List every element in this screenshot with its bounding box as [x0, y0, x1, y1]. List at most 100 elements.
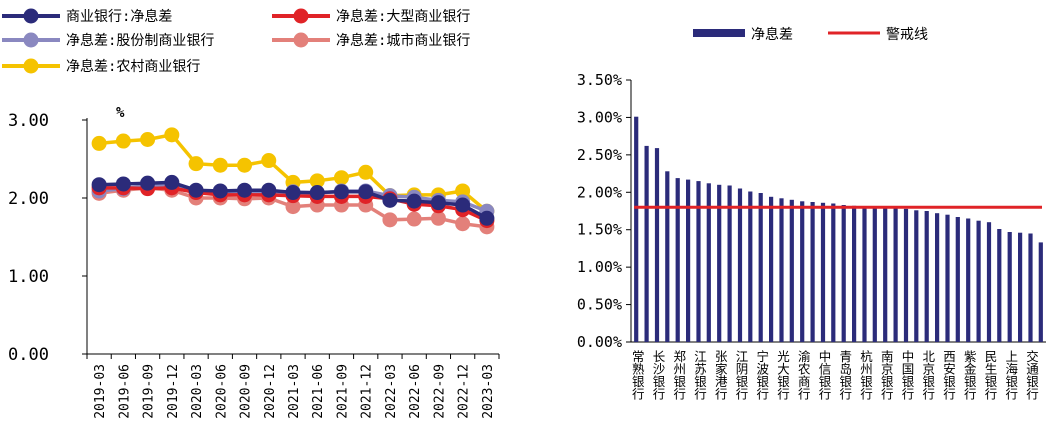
right-bar — [893, 208, 898, 342]
left-x-tick-label: 2021-03 — [287, 364, 302, 419]
right-bar — [986, 222, 992, 342]
left-series-point — [479, 210, 495, 226]
right-bar — [717, 184, 722, 342]
left-y-tick-label: 0.00 — [8, 345, 49, 365]
right-y-tick-label: 0.50% — [577, 296, 622, 314]
right-bar — [686, 179, 691, 342]
left-series-point — [140, 132, 156, 147]
left-legend-label: 商业银行:净息差 — [66, 8, 172, 25]
left-y-axis-unit: % — [116, 105, 125, 121]
right-x-tick-label: 宁波银行 — [754, 349, 769, 401]
right-bar — [810, 202, 815, 342]
left-x-tick-label: 2022-12 — [457, 364, 472, 419]
left-x-tick-label: 2020-09 — [239, 364, 254, 419]
right-x-tick-label: 长沙银行 — [651, 350, 666, 401]
left-y-tick-label: 2.00 — [8, 189, 49, 209]
right-x-tick-label: 郑州银行 — [671, 349, 686, 401]
left-series-point — [430, 210, 446, 226]
left-series-point — [455, 216, 471, 232]
right-x-tick-label: 北京银行 — [920, 350, 935, 401]
right-bar — [945, 214, 950, 342]
right-bar — [1038, 242, 1043, 342]
left-series-point — [285, 199, 301, 215]
right-y-tick-labels: 0.00% 0.50% 1.00% 1.50% 2.00% 2.50% 3.00% 3.50% — [577, 71, 622, 351]
right-bar — [914, 210, 919, 342]
right-bar — [727, 185, 732, 342]
right-x-tick-label: 紫金银行 — [962, 350, 977, 401]
right-bar — [800, 201, 805, 342]
right-bar — [644, 145, 649, 342]
right-x-tick-label: 西安银行 — [941, 350, 956, 401]
left-x-tick-label: 2020-03 — [190, 364, 205, 419]
left-series-point — [382, 212, 398, 228]
right-x-tick-label: 上海银行 — [1003, 350, 1018, 401]
right-x-tick-label: 杭州银行 — [858, 349, 873, 401]
left-x-tick-label: 2022-09 — [432, 364, 447, 419]
right-bar — [789, 199, 794, 342]
right-legend: 净息差 警戒线 — [693, 26, 928, 43]
left-x-tick-label: 2020-06 — [214, 364, 229, 419]
right-bar — [665, 171, 670, 342]
left-series-point — [91, 135, 107, 151]
left-x-tick-label: 2019-03 — [93, 364, 108, 419]
left-series-point — [115, 133, 131, 149]
right-bar — [1018, 232, 1023, 342]
left-x-tick-label: 2021-12 — [360, 364, 375, 419]
left-series-point — [237, 157, 253, 173]
left-series-point — [188, 156, 204, 172]
left-series-point — [430, 195, 446, 211]
right-bar — [966, 218, 971, 342]
right-x-tick-label: 青岛银行 — [837, 350, 852, 401]
left-x-tick-label: 2022-03 — [384, 364, 399, 419]
left-series-point — [285, 185, 301, 201]
right-y-tick-label: 3.00% — [577, 108, 622, 126]
right-bar — [935, 213, 940, 342]
right-y-tick-label: 2.50% — [577, 146, 622, 164]
right-bar — [706, 183, 711, 342]
left-series-point — [140, 175, 156, 191]
right-bar — [758, 193, 763, 342]
left-series-point — [261, 153, 277, 169]
right-legend-bar-swatch — [693, 29, 745, 37]
right-x-tick-label: 民生银行 — [983, 350, 998, 401]
left-x-tick-label: 2019-09 — [142, 364, 157, 419]
right-bar — [769, 196, 774, 342]
right-bar — [675, 178, 680, 342]
left-series-group — [91, 127, 495, 235]
left-axes — [82, 118, 500, 359]
right-bar — [903, 208, 909, 342]
right-x-tick-label: 光大银行 — [775, 350, 790, 401]
left-series-point — [358, 164, 374, 180]
right-x-tick-label: 江苏银行 — [692, 350, 707, 401]
left-series-point — [164, 127, 180, 143]
left-series-point — [309, 185, 325, 201]
right-bar — [1028, 233, 1033, 342]
right-x-tick-label: 交通银行 — [1024, 349, 1039, 401]
right-bar — [748, 191, 753, 342]
right-bar — [976, 220, 981, 342]
right-bar — [654, 148, 660, 342]
left-series-point — [455, 197, 471, 213]
right-x-tick-label: 中国银行 — [900, 349, 915, 401]
left-legend-label: 净息差:城市商业银行 — [336, 32, 470, 49]
right-y-tick-label: 1.00% — [577, 258, 622, 276]
left-series-point — [406, 211, 422, 227]
left-series-point — [261, 182, 277, 198]
right-y-tick-label: 0.00% — [577, 333, 622, 351]
left-series-point — [237, 182, 253, 198]
left-series-point — [188, 182, 204, 198]
left-x-tick-label: 2019-06 — [117, 364, 132, 419]
left-legend-label: 净息差:农村商业银行 — [66, 58, 200, 75]
right-x-tick-label: 中信银行 — [817, 349, 832, 401]
left-y-tick-labels: 0.00 1.00 2.00 3.00 — [8, 111, 49, 365]
left-series-point — [358, 184, 374, 200]
right-legend-bar-label: 净息差 — [751, 26, 793, 43]
left-x-tick-label: 2021-06 — [311, 364, 326, 419]
right-x-tick-label: 渝农商行 — [796, 349, 811, 401]
right-bar — [779, 198, 784, 342]
left-series-point — [455, 183, 471, 199]
right-y-tick-label: 2.00% — [577, 183, 622, 201]
right-legend-line-label: 警戒线 — [886, 27, 928, 43]
